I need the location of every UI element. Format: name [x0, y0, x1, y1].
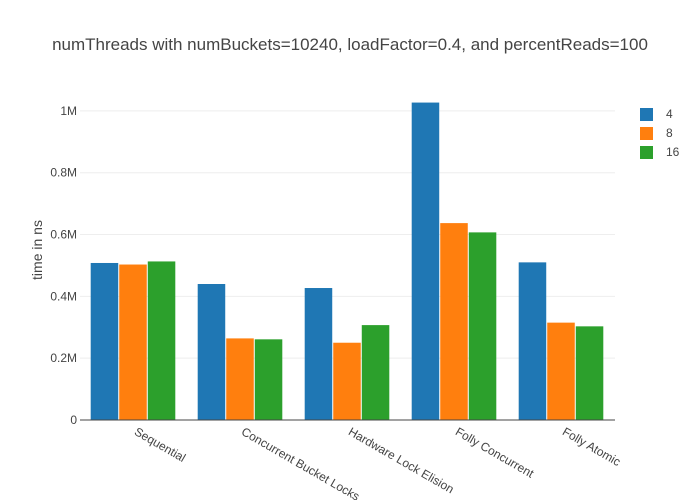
bar-8-0[interactable]: [119, 264, 147, 420]
chart-title: numThreads with numBuckets=10240, loadFa…: [52, 35, 648, 54]
legend-swatch: [640, 108, 653, 121]
legend-label: 8: [666, 126, 673, 140]
bar-4-1[interactable]: [197, 284, 226, 420]
y-axis-title: time in ns: [29, 220, 45, 280]
y-axis-ticks: 0 0.2M 0.4M 0.6M 0.8M 1M: [50, 104, 77, 427]
legend-item-16[interactable]: 16: [640, 145, 680, 159]
legend-item-4[interactable]: 4: [640, 107, 673, 121]
legend-item-8[interactable]: 8: [640, 126, 673, 140]
bar-4-4[interactable]: [518, 262, 547, 420]
y-tick-label: 1M: [60, 104, 77, 118]
bar-16-3[interactable]: [468, 232, 497, 420]
y-tick-label: 0.4M: [50, 289, 77, 303]
bar-8-1[interactable]: [226, 338, 254, 420]
y-tick-label: 0.2M: [50, 351, 77, 365]
x-tick-label: Hardware Lock Elision: [346, 424, 456, 496]
bar-16-1[interactable]: [254, 339, 283, 420]
bar-16-4[interactable]: [575, 326, 604, 420]
x-tick-label: Folly Atomic: [560, 424, 623, 468]
legend-swatch: [640, 127, 653, 140]
legend-label: 4: [666, 107, 673, 121]
y-tick-label: 0.6M: [50, 228, 77, 242]
legend-swatch: [640, 146, 653, 159]
bars: [90, 102, 604, 421]
bar-8-3[interactable]: [440, 223, 468, 420]
bar-4-3[interactable]: [411, 102, 440, 421]
legend[interactable]: 4 8 16: [640, 107, 680, 159]
bar-16-0[interactable]: [147, 261, 176, 420]
x-tick-label: Concurrent Bucket Locks: [239, 424, 362, 500]
legend-label: 16: [666, 145, 680, 159]
bar-8-2[interactable]: [333, 342, 361, 420]
x-tick-label: Folly Concurrent: [453, 424, 537, 480]
bar-4-2[interactable]: [304, 288, 333, 420]
x-axis-ticks: Sequential Concurrent Bucket LocksHardwar…: [132, 424, 623, 500]
bar-4-0[interactable]: [90, 262, 119, 420]
y-tick-label: 0.8M: [50, 166, 77, 180]
x-tick-label: Sequential: [132, 424, 188, 464]
y-tick-label: 0: [70, 413, 77, 427]
bar-16-2[interactable]: [361, 325, 390, 420]
bar-8-4[interactable]: [547, 322, 575, 420]
